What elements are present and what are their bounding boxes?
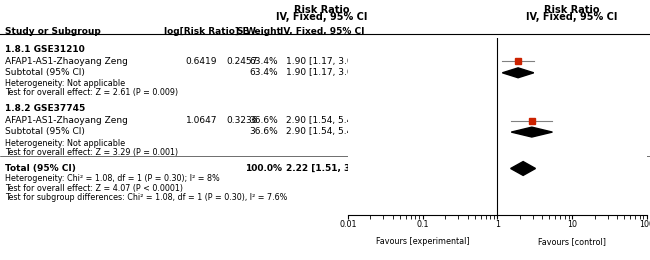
Text: 1.90 [1.17, 3.08]: 1.90 [1.17, 3.08] (286, 57, 362, 66)
Text: Test for overall effect: Z = 2.61 (P = 0.009): Test for overall effect: Z = 2.61 (P = 0… (5, 88, 178, 98)
Text: Weight: Weight (246, 27, 282, 36)
Text: IV, Fixed, 95% CI: IV, Fixed, 95% CI (526, 12, 618, 22)
Polygon shape (502, 68, 534, 78)
Text: AFAP1-AS1-Zhaoyang Zeng: AFAP1-AS1-Zhaoyang Zeng (5, 57, 128, 66)
Polygon shape (512, 127, 552, 137)
Text: Test for overall effect: Z = 4.07 (P < 0.0001): Test for overall effect: Z = 4.07 (P < 0… (5, 184, 183, 193)
Text: Heterogeneity: Not applicable: Heterogeneity: Not applicable (5, 139, 125, 148)
Text: 1.8.2 GSE37745: 1.8.2 GSE37745 (5, 104, 85, 113)
Text: Test for overall effect: Z = 3.29 (P = 0.001): Test for overall effect: Z = 3.29 (P = 0… (5, 148, 178, 157)
Text: IV, Fixed, 95% CI: IV, Fixed, 95% CI (280, 27, 364, 36)
Text: 2.22 [1.51, 3.25]: 2.22 [1.51, 3.25] (286, 164, 370, 173)
Text: Study or Subgroup: Study or Subgroup (5, 27, 101, 36)
Text: IV, Fixed, 95% CI: IV, Fixed, 95% CI (276, 12, 367, 22)
Text: 63.4%: 63.4% (250, 57, 278, 66)
Text: 36.6%: 36.6% (250, 127, 278, 136)
Text: Subtotal (95% CI): Subtotal (95% CI) (5, 127, 85, 136)
Text: 100.0%: 100.0% (246, 164, 282, 173)
Text: Total (95% CI): Total (95% CI) (5, 164, 76, 173)
Text: Favours [control]: Favours [control] (538, 237, 606, 246)
Text: 1.90 [1.17, 3.08]: 1.90 [1.17, 3.08] (286, 68, 362, 77)
Text: Risk Ratio: Risk Ratio (294, 5, 350, 15)
Text: Subtotal (95% CI): Subtotal (95% CI) (5, 68, 85, 77)
Text: 0.3236: 0.3236 (227, 116, 258, 125)
Text: SE: SE (236, 27, 249, 36)
Text: 2.90 [1.54, 5.47]: 2.90 [1.54, 5.47] (286, 127, 361, 136)
Text: 1.8.1 GSE31210: 1.8.1 GSE31210 (5, 45, 85, 54)
Text: Risk Ratio: Risk Ratio (544, 5, 600, 15)
Polygon shape (511, 161, 536, 176)
Text: Favours [experimental]: Favours [experimental] (376, 237, 469, 246)
Text: log[Risk Ratio]: log[Risk Ratio] (164, 27, 239, 36)
Text: 36.6%: 36.6% (250, 116, 278, 125)
Text: 2.90 [1.54, 5.47]: 2.90 [1.54, 5.47] (286, 116, 361, 125)
Text: Heterogeneity: Not applicable: Heterogeneity: Not applicable (5, 79, 125, 88)
Text: 0.2457: 0.2457 (227, 57, 258, 66)
Text: 1.0647: 1.0647 (186, 116, 217, 125)
Text: AFAP1-AS1-Zhaoyang Zeng: AFAP1-AS1-Zhaoyang Zeng (5, 116, 128, 125)
Text: Heterogeneity: Chi² = 1.08, df = 1 (P = 0.30); I² = 8%: Heterogeneity: Chi² = 1.08, df = 1 (P = … (5, 174, 220, 183)
Text: 63.4%: 63.4% (250, 68, 278, 77)
Text: Test for subgroup differences: Chi² = 1.08, df = 1 (P = 0.30), I² = 7.6%: Test for subgroup differences: Chi² = 1.… (5, 193, 287, 202)
Text: 0.6419: 0.6419 (186, 57, 217, 66)
